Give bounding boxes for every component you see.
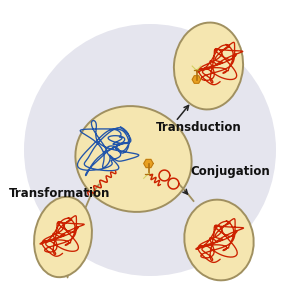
Circle shape <box>24 24 276 276</box>
Ellipse shape <box>75 106 192 212</box>
Ellipse shape <box>34 197 92 277</box>
Text: Transduction: Transduction <box>156 121 242 134</box>
Polygon shape <box>144 159 153 168</box>
Ellipse shape <box>184 200 254 280</box>
Text: Conjugation: Conjugation <box>190 164 270 178</box>
Polygon shape <box>192 76 201 83</box>
Ellipse shape <box>174 22 243 110</box>
Text: Transformation: Transformation <box>9 187 110 200</box>
Circle shape <box>51 51 249 249</box>
